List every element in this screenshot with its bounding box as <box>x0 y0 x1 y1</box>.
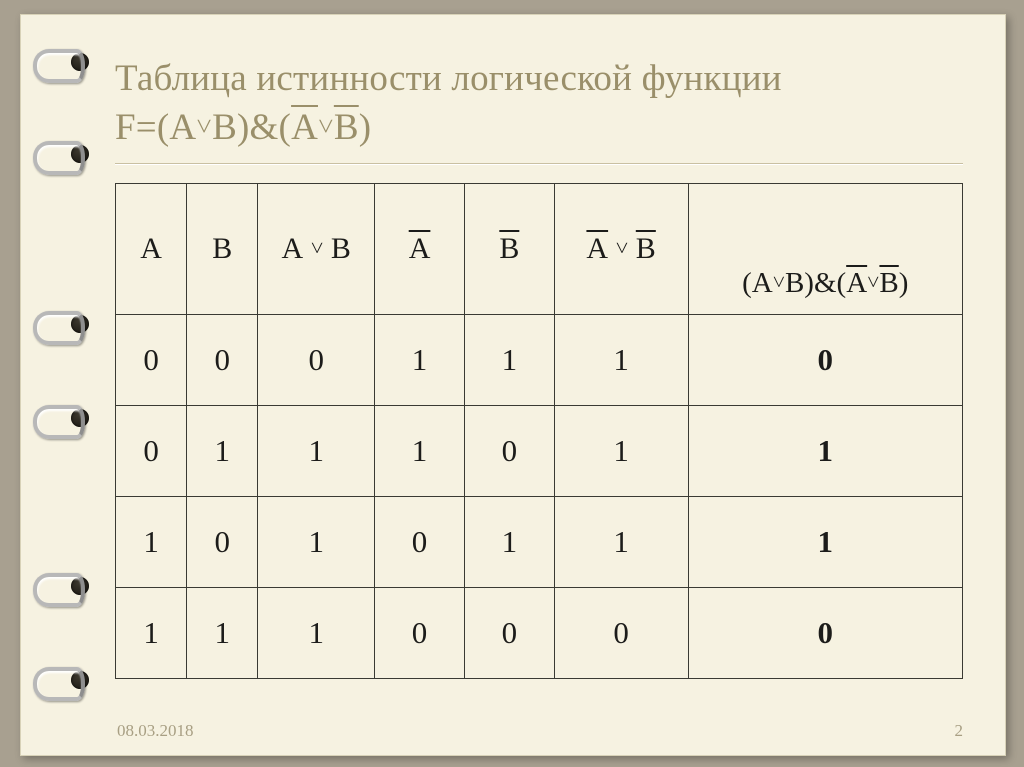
or-symbol: ˅ <box>196 111 212 142</box>
binder-ring <box>33 305 85 343</box>
ring-binding <box>67 15 68 755</box>
col-A-or-B: A ˅ B <box>258 183 375 314</box>
col-B: B <box>187 183 258 314</box>
title-line1: Таблица истинности логической функции <box>115 58 782 99</box>
cell-B: 0 <box>187 314 258 405</box>
cell-nAvnB: 1 <box>554 405 688 496</box>
cell-nB: 1 <box>464 314 554 405</box>
binder-ring <box>33 43 85 81</box>
or-symbol: ˅ <box>318 111 334 142</box>
or-symbol: ˅ <box>311 235 324 260</box>
cell-nA: 1 <box>375 405 465 496</box>
table-row: 1110000 <box>116 587 963 678</box>
cell-nAvnB: 1 <box>554 496 688 587</box>
table-row: 1010111 <box>116 496 963 587</box>
cell-nA: 1 <box>375 314 465 405</box>
cell-nB: 0 <box>464 587 554 678</box>
cell-AvB: 1 <box>258 405 375 496</box>
col-A: A <box>116 183 187 314</box>
binder-ring <box>33 135 85 173</box>
table-row: 0001110 <box>116 314 963 405</box>
binder-ring <box>33 661 85 699</box>
cell-A: 1 <box>116 496 187 587</box>
cell-nAvnB: 0 <box>554 587 688 678</box>
or-symbol: ˅ <box>616 235 629 260</box>
cell-nB: 1 <box>464 496 554 587</box>
table-header-row: A B A ˅ B A B A ˅ B (A˅B)&(A˅B) <box>116 183 963 314</box>
slide-footer: 08.03.2018 2 <box>117 721 963 741</box>
cell-F: 0 <box>688 314 962 405</box>
cell-nA: 0 <box>375 496 465 587</box>
cell-A: 0 <box>116 405 187 496</box>
col-not-A: A <box>375 183 465 314</box>
slide-content: Таблица истинности логической функции F=… <box>115 55 963 723</box>
cell-F: 0 <box>688 587 962 678</box>
footer-page-number: 2 <box>955 721 964 741</box>
cell-B: 0 <box>187 496 258 587</box>
title-underline <box>115 163 963 165</box>
footer-date: 08.03.2018 <box>117 721 194 741</box>
cell-nAvnB: 1 <box>554 314 688 405</box>
title-line2: F=(A˅B)&(A˅B) <box>115 107 371 148</box>
cell-F: 1 <box>688 496 962 587</box>
truth-table: A B A ˅ B A B A ˅ B (A˅B)&(A˅B) 00011100… <box>115 183 963 679</box>
cell-F: 1 <box>688 405 962 496</box>
table-row: 0111011 <box>116 405 963 496</box>
col-F: (A˅B)&(A˅B) <box>688 183 962 314</box>
or-symbol: ˅ <box>773 270 785 294</box>
cell-nB: 0 <box>464 405 554 496</box>
or-symbol: ˅ <box>867 270 879 294</box>
col-not-B: B <box>464 183 554 314</box>
cell-A: 1 <box>116 587 187 678</box>
cell-nA: 0 <box>375 587 465 678</box>
slide-page: Таблица истинности логической функции F=… <box>20 14 1006 756</box>
col-notA-or-notB: A ˅ B <box>554 183 688 314</box>
cell-B: 1 <box>187 587 258 678</box>
cell-A: 0 <box>116 314 187 405</box>
binder-ring <box>33 567 85 605</box>
binder-ring <box>33 399 85 437</box>
cell-AvB: 1 <box>258 587 375 678</box>
slide-title: Таблица истинности логической функции F=… <box>115 55 963 153</box>
cell-AvB: 0 <box>258 314 375 405</box>
cell-AvB: 1 <box>258 496 375 587</box>
cell-B: 1 <box>187 405 258 496</box>
